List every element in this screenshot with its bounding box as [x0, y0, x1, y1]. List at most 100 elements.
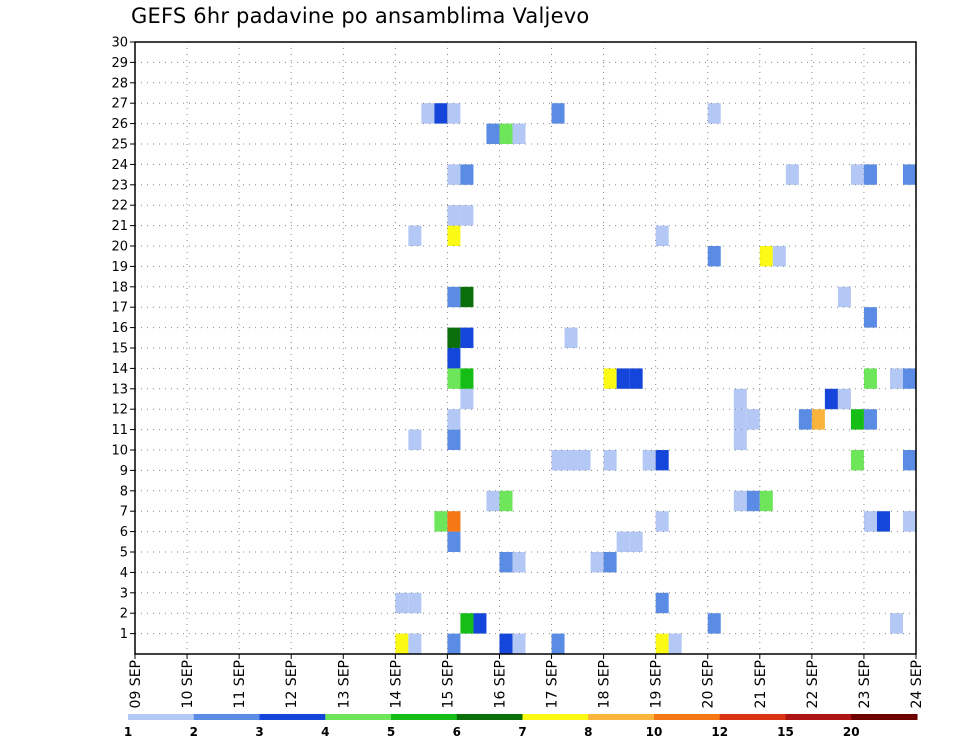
data-cell	[551, 103, 565, 124]
data-cell	[447, 327, 461, 348]
data-cell	[863, 409, 877, 430]
chart-title: GEFS 6hr padavine po ansamblima Valjevo	[131, 4, 590, 28]
data-cell	[447, 225, 461, 246]
y-tick-label: 8	[120, 484, 128, 499]
data-cell	[876, 511, 890, 532]
data-cell	[551, 450, 565, 471]
data-cell	[408, 633, 422, 654]
data-cell	[577, 450, 591, 471]
data-cell	[850, 450, 864, 471]
data-cell	[902, 450, 916, 471]
data-cell	[772, 246, 786, 267]
colorbar-label: 3	[255, 725, 263, 739]
data-cell	[447, 368, 461, 389]
x-tick-label: 19 SEP	[649, 660, 665, 708]
data-cell	[460, 286, 474, 308]
y-tick-label: 25	[111, 138, 128, 153]
data-cell	[668, 633, 682, 654]
data-cell	[447, 103, 461, 124]
data-cell	[447, 348, 461, 369]
data-cell	[746, 490, 760, 512]
colorbar-label: 15	[777, 725, 794, 739]
y-tick-label: 21	[111, 219, 128, 234]
colorbar-swatch	[259, 714, 326, 720]
x-tick-label: 11 SEP	[232, 660, 248, 708]
data-cell	[837, 388, 851, 410]
x-tick-label: 10 SEP	[180, 660, 196, 708]
y-tick-label: 10	[111, 444, 128, 459]
data-cell	[421, 103, 435, 124]
y-tick-label: 19	[111, 260, 128, 275]
data-cell	[434, 511, 448, 532]
data-cell	[499, 123, 513, 144]
y-tick-label: 28	[111, 76, 128, 91]
y-tick-label: 15	[111, 342, 128, 357]
y-tick-label: 12	[111, 403, 128, 418]
y-tick-label: 7	[120, 505, 128, 520]
data-cell	[889, 368, 903, 389]
data-cell	[460, 164, 474, 185]
y-tick-label: 13	[111, 382, 128, 397]
data-cell	[759, 490, 773, 512]
colorbar-label: 20	[843, 725, 860, 739]
data-cell	[616, 531, 630, 552]
data-cell	[460, 613, 474, 634]
data-cell	[850, 164, 864, 185]
data-cell	[408, 592, 422, 614]
data-cell	[655, 633, 669, 654]
data-cell	[798, 409, 812, 430]
x-tick-label: 16 SEP	[492, 660, 508, 708]
y-tick-label: 14	[111, 362, 128, 377]
data-cell	[655, 225, 669, 246]
data-cell	[759, 246, 773, 267]
x-tick-label: 20 SEP	[701, 660, 717, 708]
data-cell	[590, 552, 604, 573]
data-cell	[499, 552, 513, 573]
y-tick-label: 18	[111, 280, 128, 295]
data-cell	[447, 164, 461, 185]
colorbar-swatch	[785, 714, 852, 720]
data-cell	[460, 388, 474, 410]
y-tick-label: 11	[111, 423, 128, 438]
y-tick-label: 9	[120, 464, 128, 479]
data-cell	[850, 409, 864, 430]
data-cell	[499, 490, 513, 512]
colorbar-label: 7	[518, 725, 526, 739]
y-tick-label: 16	[111, 321, 128, 336]
data-cell	[733, 490, 747, 512]
data-cell	[499, 633, 513, 654]
data-cell	[707, 613, 721, 634]
y-tick-label: 6	[120, 525, 128, 540]
x-tick-label: 23 SEP	[857, 660, 873, 708]
colorbar-label: 6	[453, 725, 461, 739]
x-tick-label: 17 SEP	[545, 660, 561, 708]
data-cell	[512, 633, 526, 654]
y-tick-label: 26	[111, 117, 128, 132]
colorbar-label: 2	[190, 725, 198, 739]
data-cell	[408, 429, 422, 450]
data-cell	[655, 511, 669, 532]
data-cell	[447, 531, 461, 552]
data-cell	[629, 531, 643, 552]
data-cell	[408, 225, 422, 246]
data-cell	[395, 592, 409, 614]
colorbar-swatch	[654, 714, 721, 720]
data-cell	[603, 552, 617, 573]
data-cell	[447, 633, 461, 654]
x-tick-label: 21 SEP	[753, 660, 769, 708]
data-cell	[564, 450, 578, 471]
colorbar-label: 8	[584, 725, 592, 739]
data-cell	[707, 103, 721, 124]
colorbar-label: 12	[711, 725, 728, 739]
data-cell	[811, 409, 825, 430]
x-tick-label: 14 SEP	[388, 660, 404, 708]
data-cell	[460, 327, 474, 348]
data-cell	[395, 633, 409, 654]
data-cell	[655, 592, 669, 614]
data-cell	[486, 490, 500, 512]
colorbar-swatch	[193, 714, 260, 720]
y-tick-label: 27	[111, 97, 128, 112]
x-tick-label: 13 SEP	[336, 660, 352, 708]
colorbar-swatch	[391, 714, 458, 720]
